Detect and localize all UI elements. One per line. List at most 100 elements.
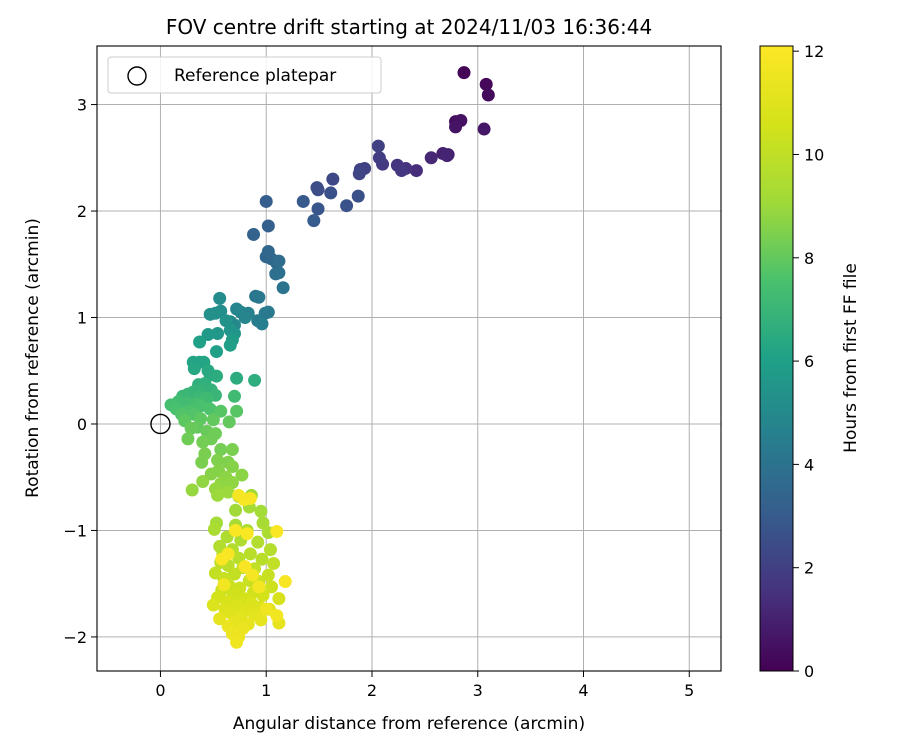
x-tick-label: 1 (261, 681, 271, 700)
data-point (211, 488, 225, 502)
data-point (272, 266, 286, 280)
data-point (372, 151, 386, 165)
y-tick-label: −2 (63, 628, 87, 647)
data-point (225, 443, 239, 457)
data-point (261, 244, 275, 258)
data-point (196, 474, 210, 488)
grid (97, 46, 721, 671)
colorbar-tick-label: 6 (804, 352, 814, 371)
data-point (222, 415, 236, 429)
data-point (276, 281, 290, 295)
data-point (203, 402, 217, 416)
data-point (255, 552, 269, 566)
x-tick-label: 4 (578, 681, 588, 700)
data-point (184, 421, 198, 435)
data-point (215, 552, 229, 566)
chart-title: FOV centre drift starting at 2024/11/03 … (166, 15, 652, 39)
legend-entry-reference: Reference platepar (174, 66, 336, 86)
data-point (270, 609, 284, 623)
data-point (481, 88, 495, 102)
data-point (210, 369, 224, 383)
data-point (256, 516, 270, 530)
x-tick-label: 3 (473, 681, 483, 700)
data-point (255, 317, 269, 331)
data-point (252, 290, 266, 304)
data-point (254, 504, 268, 518)
data-point (238, 560, 252, 574)
data-point (206, 598, 220, 612)
y-tick-label: 2 (77, 202, 87, 221)
data-point (195, 455, 209, 469)
data-point (230, 404, 244, 418)
data-point (254, 613, 268, 627)
data-point (479, 77, 493, 91)
data-point (187, 362, 201, 376)
colorbar-tick-label: 8 (804, 249, 814, 268)
colorbar-tick-label: 12 (804, 42, 824, 61)
data-point (457, 66, 471, 80)
colorbar-label: Hours from first FF file (841, 263, 861, 453)
data-point (227, 389, 241, 403)
data-point (477, 122, 491, 136)
colorbar-tick-label: 0 (804, 662, 814, 681)
data-point (311, 202, 325, 216)
colorbar-ticks: 0 2 4 6 8 10 12 (793, 42, 824, 681)
data-point (259, 194, 273, 208)
data-point (223, 338, 237, 352)
data-point (440, 149, 454, 163)
x-tick-label: 0 (155, 681, 165, 700)
scatter-points (150, 66, 495, 649)
data-point (201, 328, 215, 342)
data-point (340, 199, 354, 213)
plot-area-frame (96, 45, 722, 672)
colorbar-tick-label: 4 (804, 455, 814, 474)
data-point (243, 547, 257, 561)
data-point (424, 151, 438, 165)
data-point (252, 580, 266, 594)
data-point (213, 612, 227, 626)
data-point (311, 183, 325, 197)
x-tick-label: 5 (684, 681, 694, 700)
colorbar-tick-label: 10 (804, 145, 824, 164)
data-point (307, 214, 321, 228)
data-point (235, 468, 249, 482)
data-point (232, 488, 246, 502)
colorbar-gradient (759, 45, 794, 672)
legend-marker-reference (127, 66, 147, 86)
data-point (267, 556, 281, 570)
data-point (203, 307, 217, 321)
data-point (245, 568, 259, 582)
data-point (229, 503, 243, 517)
data-point (221, 485, 235, 499)
data-point (272, 592, 286, 606)
data-point (449, 120, 463, 134)
data-point (352, 167, 366, 181)
legend-box (107, 56, 382, 94)
data-point (181, 432, 195, 446)
y-tick-label: 0 (77, 415, 87, 434)
data-point (214, 443, 228, 457)
data-point (395, 164, 409, 178)
data-point (217, 578, 231, 592)
data-point (261, 305, 275, 319)
y-tick-label: −1 (63, 521, 87, 540)
data-point (225, 460, 239, 474)
data-point (240, 527, 254, 541)
reference-platepar-marker (150, 413, 171, 435)
data-point (351, 189, 365, 203)
data-point (261, 568, 275, 582)
data-point (261, 219, 275, 233)
data-point (278, 575, 292, 589)
data-point (259, 602, 273, 616)
data-point (326, 172, 340, 186)
data-point (371, 139, 385, 153)
data-point (296, 194, 310, 208)
y-axis-label: Rotation from reference (arcmin) (23, 218, 43, 498)
data-point (211, 326, 225, 340)
data-point (213, 291, 227, 305)
data-point (243, 492, 257, 506)
x-axis-label: Angular distance from reference (arcmin) (233, 714, 585, 734)
colorbar-tick-label: 2 (804, 559, 814, 578)
x-tick-label: 2 (367, 681, 377, 700)
data-point (207, 522, 221, 536)
